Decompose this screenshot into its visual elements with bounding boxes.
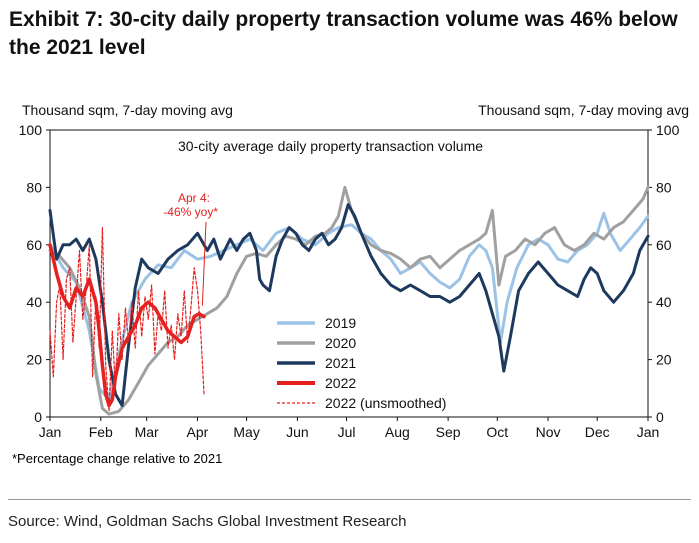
annotation-line1: Apr 4: [178,191,210,205]
x-tick-label: Apr [187,424,209,440]
footnote: *Percentage change relative to 2021 [12,451,223,466]
series-line-2021 [48,203,650,407]
y-tick-label-left: 20 [26,352,42,368]
y-tick-label-left: 80 [26,179,42,195]
y-tick-label-right: 100 [656,122,680,138]
x-tick-label: Sep [436,424,461,440]
series-line-2020 [48,185,650,416]
series-line-2019 [48,211,650,402]
y-axis-right: 0 20 40 60 80 100 [648,122,680,425]
y-tick-label-right: 60 [656,237,672,253]
x-tick-label: Oct [486,424,508,440]
legend-label: 2021 [325,355,356,371]
y-axis-left: 0 20 40 60 80 100 [19,122,50,425]
y-tick-label-left: 100 [19,122,43,138]
x-tick-label: Nov [536,424,561,440]
y-tick-label-right: 0 [656,409,664,425]
plot-frame [49,129,649,418]
right-axis-unit: Thousand sqm, 7-day moving avg [478,102,689,118]
x-tick-label: Jun [286,424,309,440]
x-tick-label: Jul [338,424,356,440]
y-tick-label-right: 20 [656,352,672,368]
series-lines [48,185,650,416]
legend-label: 2022 [325,375,356,391]
x-tick-label: Jan [39,424,62,440]
series-line-2022-unsmoothed [49,227,205,412]
annotation-line2: -46% yoy* [163,205,218,219]
x-tick-label: Aug [385,424,410,440]
x-tick-label: Dec [585,424,610,440]
y-tick-label-left: 0 [34,409,42,425]
y-tick-label-right: 80 [656,179,672,195]
y-tick-label-right: 40 [656,294,672,310]
exhibit-title: Exhibit 7: 30-city daily property transa… [9,8,678,59]
y-tick-label-left: 40 [26,294,42,310]
annotation: Apr 4: -46% yoy* [163,191,218,306]
annotation-arrow [201,221,207,306]
x-axis: Jan Feb Mar Apr May Jun Jul Aug Sep Oct Nov Dec Jan [39,417,660,440]
chart-title: 30-city average daily property transacti… [178,138,483,154]
divider [8,499,691,500]
x-tick-label: Feb [89,424,113,440]
x-tick-label: May [233,424,259,440]
legend-label: 2019 [325,315,356,331]
left-axis-unit: Thousand sqm, 7-day moving avg [22,102,233,118]
y-tick-label-left: 60 [26,237,42,253]
legend-label: 2020 [325,335,356,351]
legend-label: 2022 (unsmoothed) [325,395,446,411]
source-note: Source: Wind, Goldman Sachs Global Inves… [8,513,407,530]
series-line-2022 [48,243,206,408]
x-tick-label: Mar [135,424,159,440]
x-tick-label: Jan [637,424,660,440]
legend: 2019 2020 2021 2022 2022 (unsmoothed) [277,315,446,411]
